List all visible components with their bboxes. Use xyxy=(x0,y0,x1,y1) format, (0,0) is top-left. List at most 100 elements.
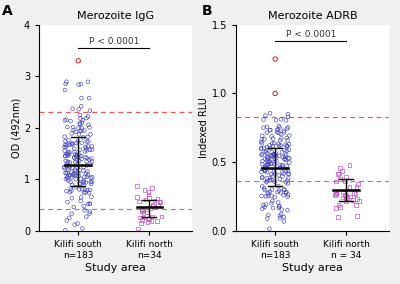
Point xyxy=(264,191,271,195)
Point xyxy=(77,148,83,152)
Point xyxy=(354,213,360,218)
Point xyxy=(83,146,89,151)
Point xyxy=(69,196,75,201)
Point xyxy=(276,153,282,158)
Point xyxy=(354,197,360,201)
Point xyxy=(265,161,272,166)
Point xyxy=(81,179,87,184)
Point xyxy=(71,173,77,178)
Point xyxy=(271,152,277,156)
Point xyxy=(86,190,92,195)
Y-axis label: Indexed RLU: Indexed RLU xyxy=(199,97,209,158)
Point xyxy=(71,155,77,160)
Point xyxy=(76,168,83,173)
Point xyxy=(76,121,83,126)
Point xyxy=(69,166,76,170)
Point xyxy=(284,195,291,199)
Point xyxy=(259,141,265,146)
Point xyxy=(64,142,70,147)
Point xyxy=(283,153,289,157)
Point xyxy=(88,180,94,184)
Point xyxy=(276,163,283,167)
Point xyxy=(72,185,79,189)
Point xyxy=(88,181,94,186)
Point xyxy=(264,158,270,163)
Point xyxy=(84,156,90,160)
Point xyxy=(264,151,270,155)
Point xyxy=(83,159,90,164)
Point xyxy=(64,161,71,166)
Point xyxy=(279,174,286,179)
Point xyxy=(62,118,68,123)
Point xyxy=(74,153,80,157)
Point xyxy=(80,204,87,208)
Point xyxy=(65,167,72,172)
Point xyxy=(282,157,288,161)
Point xyxy=(79,121,85,125)
Point xyxy=(337,166,344,170)
Point xyxy=(80,118,86,122)
Point xyxy=(268,178,275,182)
Point xyxy=(73,141,80,145)
Point xyxy=(85,114,91,119)
Point xyxy=(134,195,140,199)
Point xyxy=(285,192,291,197)
Point xyxy=(68,131,75,136)
Point xyxy=(286,172,292,176)
Point xyxy=(89,175,96,179)
Point xyxy=(283,190,290,194)
Point xyxy=(286,142,292,147)
Point xyxy=(273,118,279,122)
Point xyxy=(137,215,143,220)
Point xyxy=(68,188,74,193)
Point xyxy=(268,201,275,205)
Point xyxy=(278,207,285,212)
Point xyxy=(78,154,84,158)
Point xyxy=(65,138,72,143)
Point xyxy=(346,162,353,167)
Point xyxy=(136,199,142,204)
Point xyxy=(351,191,357,195)
Point xyxy=(273,158,280,163)
Point xyxy=(86,211,93,216)
Point xyxy=(266,159,273,164)
Point xyxy=(285,176,292,181)
Point xyxy=(282,143,288,147)
Point xyxy=(283,191,289,195)
Text: P < 0.0001: P < 0.0001 xyxy=(89,37,139,46)
Point xyxy=(86,148,93,152)
Point xyxy=(68,142,74,147)
Point xyxy=(85,144,91,149)
Point xyxy=(278,131,284,136)
Point xyxy=(259,167,266,171)
Point xyxy=(84,175,90,179)
Point xyxy=(78,82,84,86)
Point xyxy=(270,144,276,148)
Point xyxy=(264,176,270,181)
Point xyxy=(263,180,270,184)
Point xyxy=(149,214,155,219)
Point xyxy=(277,143,284,148)
Point xyxy=(268,157,275,162)
Point xyxy=(264,145,270,149)
Point xyxy=(62,153,68,158)
Point xyxy=(282,154,288,159)
Point xyxy=(65,153,71,158)
Point xyxy=(67,190,73,195)
Point xyxy=(334,172,341,176)
Point xyxy=(258,194,265,198)
Point xyxy=(267,189,273,194)
Point xyxy=(274,127,281,131)
Point xyxy=(258,140,264,144)
Point xyxy=(278,212,284,216)
Point xyxy=(262,165,268,170)
Point xyxy=(343,193,349,198)
Y-axis label: OD (492nm): OD (492nm) xyxy=(11,98,21,158)
Point xyxy=(283,118,289,123)
Point xyxy=(85,80,91,84)
Point xyxy=(146,217,152,221)
Point xyxy=(66,216,72,220)
Point xyxy=(278,136,285,141)
Point xyxy=(62,134,68,139)
Point xyxy=(260,126,267,130)
